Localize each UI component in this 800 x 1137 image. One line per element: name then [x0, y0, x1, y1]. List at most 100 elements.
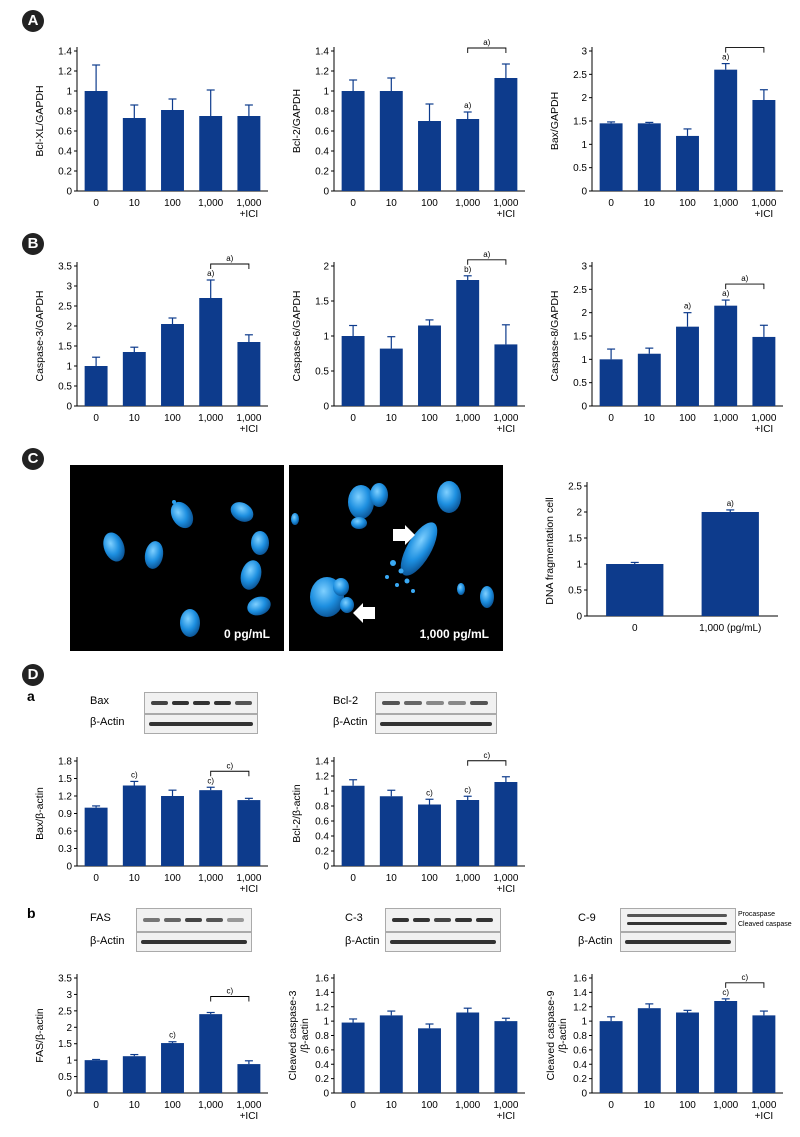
subpanel-label-b: b	[27, 905, 36, 921]
bar	[379, 348, 403, 406]
significance-mark: c)	[207, 776, 214, 785]
bar	[341, 785, 365, 866]
y-tick-label: 0.4	[315, 147, 329, 158]
chart-bax-actin: 0 0.3 0.6 0.9 1.2 1.5 1.8 Bax/β-actin 0 10 c) 100 1,…	[34, 757, 268, 895]
x-tick-label: 1,000 +ICI	[236, 198, 261, 220]
y-axis-label: Caspase-3/GAPDH	[34, 290, 46, 381]
y-tick-label: 0	[66, 1089, 72, 1100]
bar	[122, 352, 146, 406]
blot-label-actin: β-Actin	[90, 935, 125, 947]
y-tick-label: 1	[323, 332, 329, 343]
x-tick-label: 100	[164, 873, 181, 884]
x-tick-label: 1,000	[713, 198, 738, 209]
bar	[456, 280, 480, 406]
x-tick-label: 1,000 +ICI	[236, 873, 261, 895]
y-tick-label: 1.5	[58, 774, 72, 785]
y-tick-label: 1.4	[58, 47, 72, 58]
x-tick-label: 1,000	[198, 1100, 223, 1111]
bar	[752, 336, 776, 406]
bar	[676, 135, 699, 191]
blot-note-procaspase: Procaspase	[738, 911, 775, 918]
y-tick-label: 0	[66, 862, 72, 873]
y-tick-label: 1.6	[573, 974, 587, 985]
arrow-left-icon	[353, 603, 375, 623]
x-tick-label: 100	[679, 1100, 696, 1111]
bar	[84, 366, 108, 406]
y-tick-label: 1	[323, 87, 329, 98]
bar	[714, 1001, 738, 1093]
bar	[122, 1056, 146, 1093]
y-tick-label: 2	[66, 1023, 72, 1034]
bracket-label: a)	[226, 254, 233, 263]
x-tick-label: 1,000 +ICI	[751, 198, 776, 220]
significance-mark: a)	[207, 269, 214, 278]
chart-fas-actin: 0 0.5 1 1.5 2 2.5 3 3.5 FAS/β-actin 0 10 100 c) 1,000…	[34, 974, 268, 1122]
bar	[418, 325, 441, 406]
x-tick-label: 0	[93, 873, 99, 884]
bar	[161, 324, 184, 406]
y-tick-label: 1.4	[315, 757, 329, 768]
y-tick-label: 0.2	[573, 1074, 587, 1085]
chart-bcl-2-gapdh: 0 0.2 0.4 0.6 0.8 1 1.2 1.4 Bcl-2/GAPDH 0 10 100 1,0…	[291, 38, 525, 220]
y-axis-label: Caspase-8/GAPDH	[549, 290, 561, 381]
bar	[199, 298, 223, 406]
bar	[84, 1060, 108, 1093]
x-tick-label: 10	[386, 413, 398, 424]
x-tick-label: 0	[350, 1100, 356, 1111]
significance-mark: a)	[722, 53, 729, 62]
x-tick-label: 100	[421, 1100, 438, 1111]
bar	[341, 336, 365, 406]
y-tick-label: 1.5	[573, 332, 587, 343]
y-tick-label: 1.8	[58, 757, 72, 768]
y-tick-label: 1.2	[315, 772, 329, 783]
x-tick-label: 10	[129, 413, 141, 424]
x-tick-label: 10	[644, 1100, 656, 1111]
x-tick-label: 100	[421, 413, 438, 424]
y-tick-label: 1.5	[58, 1039, 72, 1050]
y-tick-label: 0.4	[573, 1060, 587, 1071]
blot-bax: Bax β-Actin	[90, 692, 260, 738]
bar	[379, 796, 403, 866]
y-tick-label: 3.5	[58, 974, 72, 985]
bar	[701, 512, 759, 616]
x-tick-label: 10	[644, 413, 656, 424]
y-tick-label: 1	[581, 1017, 587, 1028]
bar	[199, 790, 223, 866]
y-tick-label: 0	[576, 612, 582, 623]
y-tick-label: 0.8	[573, 1031, 587, 1042]
panel-label-b: B	[22, 233, 44, 255]
y-tick-label: 0.8	[58, 107, 72, 118]
bar	[494, 782, 518, 866]
y-tick-label: 2.5	[58, 1006, 72, 1017]
bar	[456, 800, 480, 866]
bar	[161, 110, 184, 191]
y-tick-label: 0.5	[573, 378, 587, 389]
bar	[714, 305, 738, 406]
x-tick-label: 100	[679, 413, 696, 424]
y-tick-label: 2	[576, 508, 582, 519]
bar	[494, 344, 518, 406]
blot-label-c-9: C-9	[578, 912, 596, 924]
x-tick-label: 10	[386, 873, 398, 884]
y-axis-label: Bcl-XL/GAPDH	[34, 85, 46, 156]
y-axis-label: FAS/β-actin	[34, 1008, 46, 1063]
blot-label-fas: FAS	[90, 912, 111, 924]
arrow-right-icon	[393, 525, 415, 545]
y-tick-label: 0.2	[315, 847, 329, 858]
x-tick-label: 1,000 +ICI	[493, 413, 518, 435]
x-tick-label: 0	[93, 1100, 99, 1111]
bar	[637, 353, 661, 406]
x-tick-label: 1,000 +ICI	[236, 1100, 261, 1122]
chart-caspase-3-gapdh: 0 0.5 1 1.5 2 2.5 3 3.5 Caspase-3/GAPDH 0 10 100 1,0…	[34, 254, 268, 435]
x-tick-label: 100	[164, 1100, 181, 1111]
comparison-bracket	[210, 770, 250, 777]
y-tick-label: 0.6	[58, 127, 72, 138]
y-tick-label: 1	[576, 560, 582, 571]
y-tick-label: 1.5	[573, 117, 587, 128]
y-tick-label: 0.6	[573, 1045, 587, 1056]
x-tick-label: 0	[93, 198, 99, 209]
comparison-bracket	[467, 47, 507, 53]
blot-note-cleaved-caspase: Cleaved caspase	[738, 921, 792, 928]
bar	[494, 78, 518, 191]
y-tick-label: 1.2	[573, 1002, 587, 1013]
